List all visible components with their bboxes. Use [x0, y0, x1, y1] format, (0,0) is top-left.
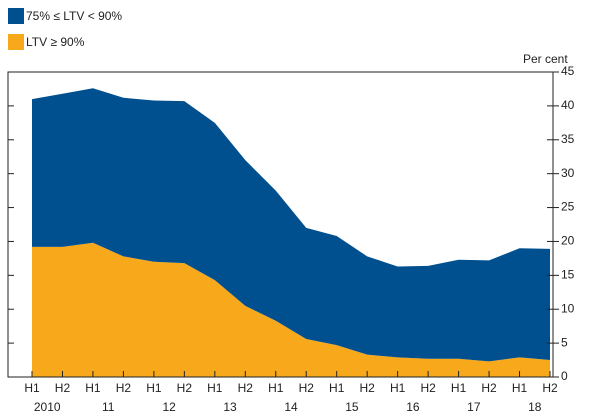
year-label: 11 — [102, 400, 115, 414]
y-tick-label: 5 — [561, 335, 568, 349]
x-tick-label: H1 — [85, 381, 101, 395]
y-tick-label: 30 — [561, 166, 575, 180]
x-tick-label: H2 — [481, 381, 497, 395]
y-tick-label: 25 — [561, 200, 575, 214]
x-tick-label: H1 — [24, 381, 40, 395]
x-tick-label: H2 — [299, 381, 315, 395]
y-tick-label: 45 — [561, 64, 575, 78]
year-label: 2010 — [34, 400, 61, 414]
year-label: 16 — [406, 400, 420, 414]
plot-frame — [7, 71, 554, 378]
area — [32, 242, 550, 377]
x-tick-label: H2 — [542, 381, 558, 395]
y-tick-label: 15 — [561, 268, 575, 282]
x-tick-label: H1 — [268, 381, 284, 395]
year-label: 15 — [345, 400, 359, 414]
y-tick-label: 10 — [561, 301, 575, 315]
year-label: 17 — [467, 400, 481, 414]
x-tick-label: H1 — [451, 381, 467, 395]
x-tick-label: H1 — [512, 381, 528, 395]
y-unit-label: Per cent — [523, 52, 568, 66]
x-tick-label: H2 — [116, 381, 132, 395]
year-label: 13 — [223, 400, 237, 414]
x-tick-label: H1 — [146, 381, 162, 395]
year-label: 14 — [284, 400, 298, 414]
x-tick-label: H1 — [207, 381, 223, 395]
legend-label: LTV ≥ 90% — [26, 35, 85, 49]
x-tick-label: H2 — [360, 381, 376, 395]
x-tick-label: H1 — [329, 381, 345, 395]
legend-swatch — [8, 34, 24, 50]
y-tick-label: 40 — [561, 98, 575, 112]
legend-swatch — [8, 8, 24, 24]
year-label: 12 — [162, 400, 176, 414]
area — [32, 88, 550, 362]
x-tick-label: H1 — [390, 381, 406, 395]
year-label: 18 — [528, 400, 542, 414]
y-tick-label: 20 — [561, 234, 575, 248]
y-tick-label: 35 — [561, 132, 575, 146]
x-tick-label: H2 — [177, 381, 193, 395]
x-tick-label: H2 — [55, 381, 71, 395]
y-tick-label: 0 — [561, 369, 568, 383]
x-tick-label: H2 — [238, 381, 254, 395]
x-tick-label: H2 — [420, 381, 436, 395]
legend-label: 75% ≤ LTV < 90% — [26, 9, 122, 23]
